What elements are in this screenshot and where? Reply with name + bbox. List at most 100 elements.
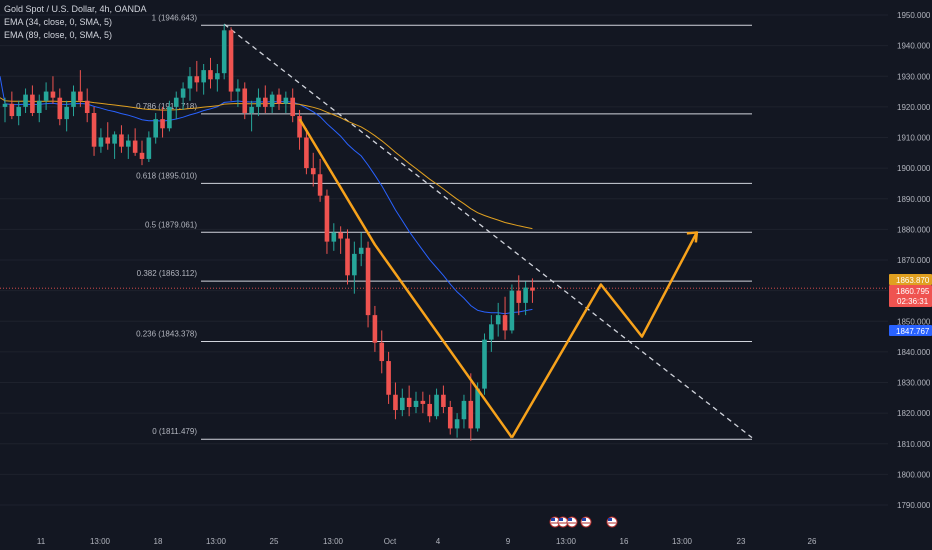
candle-body — [228, 30, 234, 92]
candle-body — [242, 88, 248, 113]
ema34-legend: EMA (34, close, 0, SMA, 5) — [4, 17, 113, 27]
price-tick-label: 1940.000 — [897, 42, 931, 51]
candle-body — [235, 88, 241, 92]
time-tick-label: 18 — [154, 537, 163, 546]
time-tick-label: 16 — [620, 537, 629, 546]
candle-body — [495, 315, 501, 325]
ema-89-line — [0, 97, 533, 230]
time-tick-label: 13:00 — [206, 537, 227, 546]
candle-body — [23, 94, 28, 107]
candle-body — [358, 247, 364, 254]
candle-body — [304, 137, 309, 169]
price-tick-label: 1930.000 — [897, 72, 931, 81]
candle-body — [434, 394, 439, 417]
candle-body — [276, 94, 282, 104]
time-tick-label: 4 — [436, 537, 441, 546]
candle-body — [146, 137, 152, 159]
price-tick-label: 1920.000 — [897, 103, 931, 112]
candle-body — [98, 137, 104, 147]
candle-body — [57, 97, 63, 120]
candle-body — [2, 103, 8, 107]
candle-body — [345, 238, 350, 276]
time-tick-label: 13:00 — [90, 537, 111, 546]
candle-body — [249, 106, 254, 113]
time-tick-label: 9 — [506, 537, 511, 546]
candle-body — [91, 113, 97, 147]
flag-icon — [568, 518, 572, 521]
candle-body — [167, 106, 172, 129]
time-tick-label: 13:00 — [323, 537, 344, 546]
projection-path — [298, 118, 699, 439]
candle-body — [50, 91, 56, 98]
candle-body — [454, 419, 460, 429]
candle-body — [475, 388, 480, 429]
flag-icon — [551, 518, 555, 521]
candle-body — [112, 134, 117, 144]
candle-body — [105, 137, 111, 144]
time-tick-label: Oct — [384, 537, 397, 546]
fib-label: 0 (1811.479) — [152, 427, 197, 436]
candle-body — [461, 400, 467, 420]
candle-body — [215, 73, 220, 80]
candle-body — [393, 394, 398, 411]
candle-body — [221, 30, 227, 74]
candle-body — [406, 397, 412, 407]
fib-label: 0.786 (1917.718) — [136, 102, 197, 111]
fib-label: 1 (1946.643) — [152, 13, 198, 22]
fib-label: 0.5 (1879.061) — [145, 220, 197, 229]
candle-body — [400, 397, 405, 411]
candle-body — [365, 247, 371, 316]
candle-body — [160, 119, 165, 129]
price-tick-label: 1870.000 — [897, 256, 931, 265]
candle-body — [153, 119, 158, 138]
price-tick-label: 1850.000 — [897, 317, 931, 326]
time-tick-label: 23 — [737, 537, 746, 546]
down-leg-path — [298, 118, 513, 439]
candle-body — [43, 91, 49, 101]
candle-body — [386, 361, 391, 395]
candle-body — [468, 400, 474, 429]
price-tag-value: 1863.870 — [896, 276, 930, 285]
time-tick-label: 13:00 — [672, 537, 693, 546]
event-icons — [549, 516, 618, 528]
candle-body — [420, 400, 426, 404]
candle-body — [331, 232, 337, 242]
candle-body — [187, 76, 193, 89]
price-tag — [889, 325, 932, 336]
price-tick-label: 1830.000 — [897, 379, 931, 388]
price-tag — [889, 274, 932, 285]
time-axis: 11 13:00 18 13:00 25 13:00 Oct 4 9 13:00 16 13:00 23… — [0, 532, 888, 550]
candle-body — [269, 94, 275, 107]
candle-body — [126, 140, 131, 147]
candle-body — [427, 403, 432, 417]
candle-body — [502, 315, 508, 331]
candle-body — [297, 116, 302, 138]
candle-body — [317, 174, 323, 196]
candle-body — [379, 342, 385, 362]
time-axis-bg — [0, 532, 888, 550]
flag-icon — [582, 518, 586, 521]
price-tag — [889, 285, 932, 307]
candle-body — [482, 339, 487, 389]
candle-body — [119, 134, 124, 147]
price-tick-label: 1880.000 — [897, 225, 931, 234]
candle-body — [283, 97, 289, 104]
candle-body — [208, 70, 213, 80]
fib-label: 0.236 (1843.378) — [136, 330, 197, 339]
price-tick-label: 1820.000 — [897, 409, 931, 418]
price-tag-value: 1860.795 — [896, 287, 930, 296]
time-tick-label: 13:00 — [556, 537, 577, 546]
candle-body — [36, 100, 42, 113]
candles — [2, 24, 535, 441]
candle-body — [441, 394, 446, 407]
candle-body — [180, 88, 186, 98]
candle-body — [338, 232, 343, 239]
price-tick-label: 1910.000 — [897, 134, 931, 143]
candle-body — [78, 91, 83, 101]
dashed-trendline — [223, 23, 753, 439]
candle-body — [173, 97, 179, 107]
price-tag-value: 1847.767 — [896, 327, 930, 336]
candle-body — [352, 253, 357, 276]
